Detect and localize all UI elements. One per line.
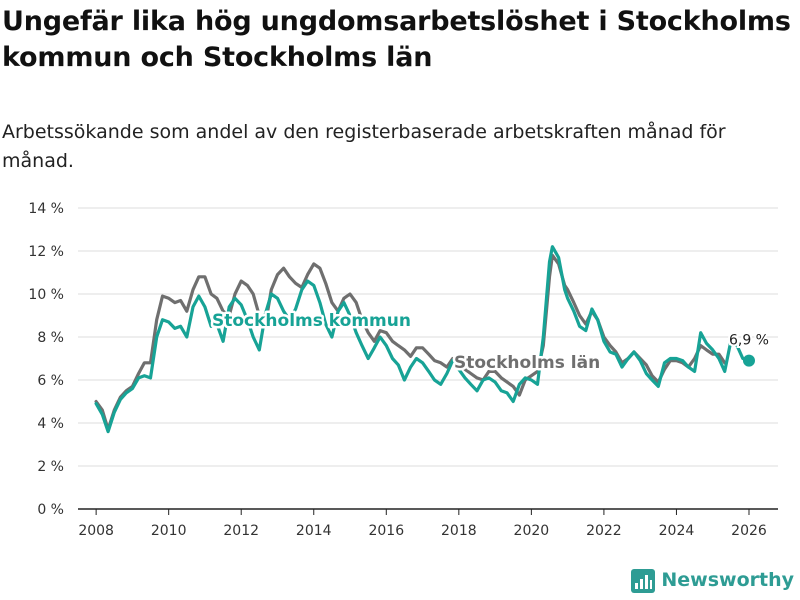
newsworthy-chart-icon [631,569,656,593]
series-label-stockholms-kommun: Stockholms kommun [212,311,411,331]
x-tick-label: 2010 [151,523,187,539]
newsworthy-logo: Newsworthy [631,567,794,593]
end-point-marker [742,354,755,367]
series-labels: Stockholms län Stockholms kommun 6,9 % [210,309,772,376]
x-tick-label: 2018 [441,523,477,539]
series-lines [94,245,751,434]
x-tick-label: 2008 [78,523,114,539]
x-tick-label: 2022 [586,523,622,539]
series-line-stockholms-lan [94,253,727,431]
series-line-stockholms-kommun [94,245,751,434]
y-tick-label: 2 % [37,459,64,475]
y-tick-label: 10 % [28,287,64,303]
x-tick-label: 2020 [514,523,550,539]
brand-name: Newsworthy [661,569,794,591]
x-tick-label: 2016 [368,523,404,539]
end-value-label: 6,9 % [729,333,769,349]
y-tick-label: 6 % [37,373,64,389]
chart-subtitle: Arbetssökande som andel av den registerb… [2,121,726,172]
x-tick-label: 2012 [223,523,259,539]
x-tick-label: 2026 [731,523,767,539]
y-axis-ticks: 0 % 2 % 4 % 6 % 8 % 10 % 12 % 14 % [28,201,64,518]
y-tick-label: 12 % [28,244,64,260]
chart-title: Ungefär lika hög ungdomsarbetslöshet i S… [2,6,791,73]
x-tick-label: 2024 [659,523,695,539]
y-tick-label: 14 % [28,201,64,217]
y-tick-label: 4 % [37,416,64,432]
y-tick-label: 8 % [37,330,64,346]
x-tick-label: 2014 [296,523,332,539]
x-axis-ticks: 2008 2010 2012 2014 2016 2018 2020 2022 2024 2026 [78,509,767,539]
y-tick-label: 0 % [37,502,64,518]
series-label-stockholms-lan: Stockholms län [454,353,600,373]
